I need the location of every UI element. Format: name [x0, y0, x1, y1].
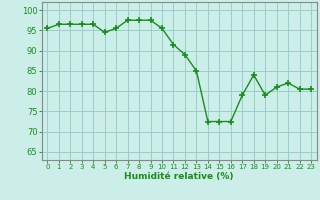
X-axis label: Humidité relative (%): Humidité relative (%)	[124, 172, 234, 181]
